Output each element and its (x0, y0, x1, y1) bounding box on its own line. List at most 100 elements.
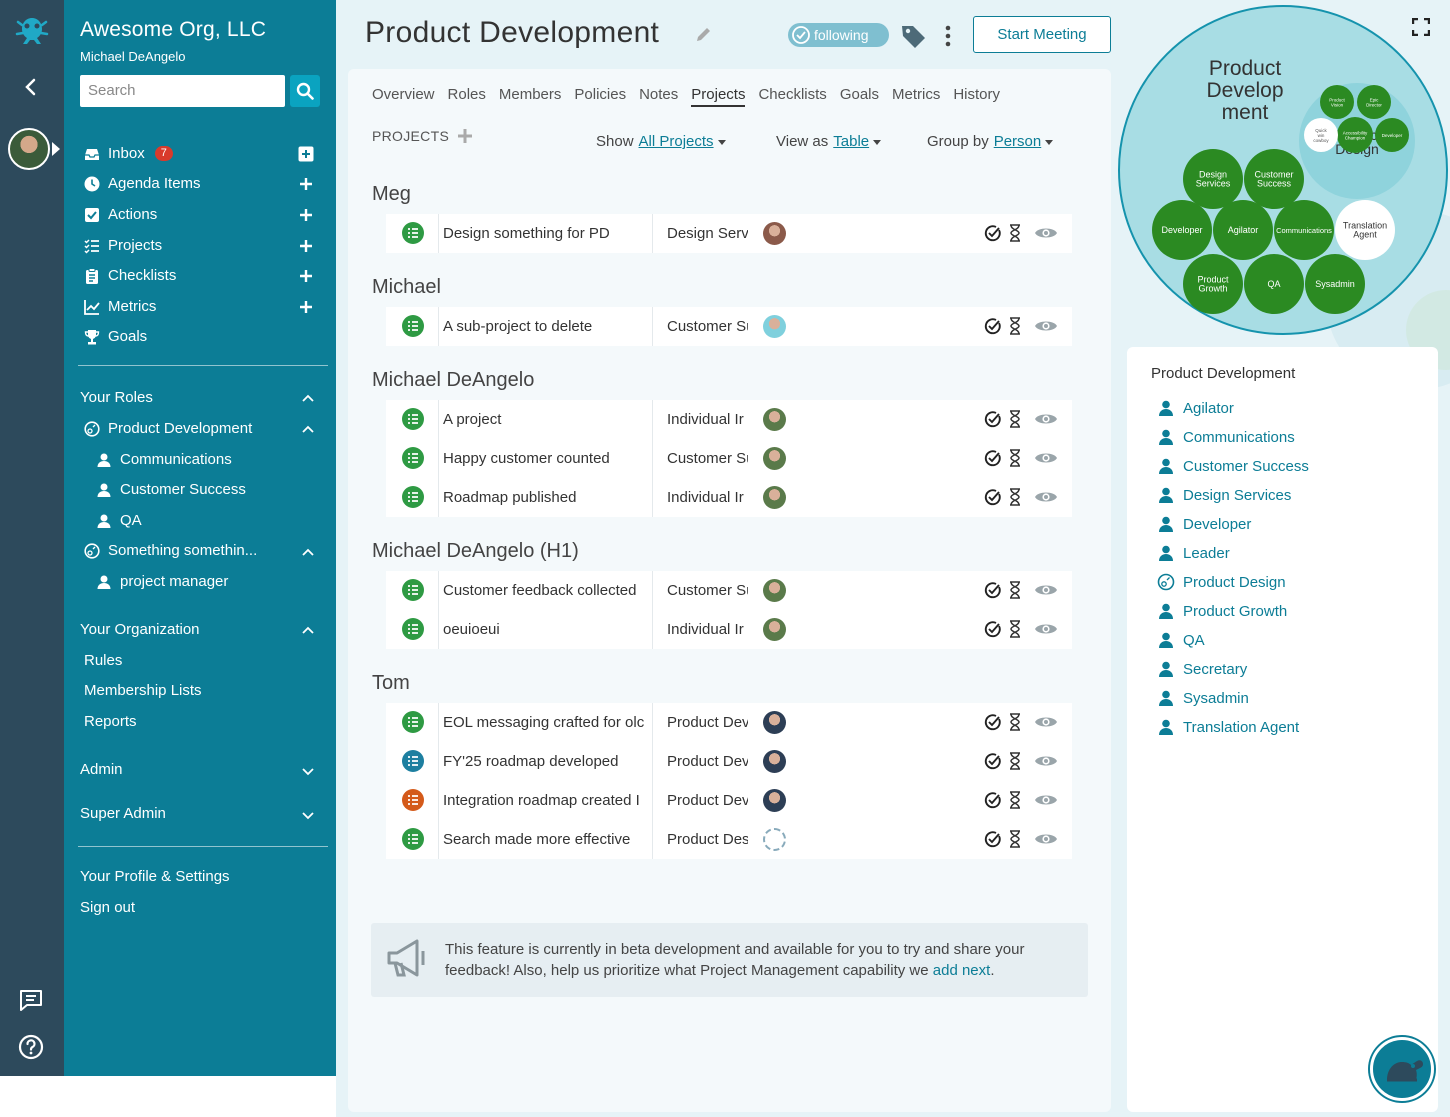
assignee-avatar[interactable] (763, 789, 786, 812)
nav-inbox[interactable]: Inbox 7 (84, 145, 173, 162)
hourglass-icon[interactable] (1007, 581, 1023, 599)
start-meeting-button[interactable]: Start Meeting (973, 16, 1111, 53)
status-list-icon[interactable] (402, 618, 424, 640)
org-name[interactable]: Awesome Org, LLC (80, 18, 267, 41)
role-project-manager[interactable]: project manager (96, 573, 228, 590)
following-toggle[interactable]: following (788, 23, 889, 47)
status-list-icon[interactable] (402, 222, 424, 244)
frog-assistant-button[interactable] (1370, 1037, 1434, 1101)
eye-icon[interactable] (1034, 752, 1058, 770)
tab-goals[interactable]: Goals (839, 86, 879, 103)
progress-check-icon[interactable] (984, 752, 1002, 770)
status-list-icon[interactable] (402, 711, 424, 733)
search-button[interactable] (290, 75, 320, 107)
project-role[interactable]: Individual Ir (652, 400, 748, 439)
status-list-icon[interactable] (402, 315, 424, 337)
add-metric-icon[interactable] (298, 299, 314, 315)
project-role[interactable]: Individual Ir (652, 610, 748, 649)
role-bubble[interactable] (1213, 200, 1273, 260)
hourglass-icon[interactable] (1007, 410, 1023, 428)
role-link[interactable]: Leader (1157, 544, 1230, 562)
project-name[interactable]: Integration roadmap created I (438, 781, 652, 820)
sign-out-link[interactable]: Sign out (80, 899, 136, 916)
role-bubble[interactable] (1152, 200, 1212, 260)
project-name[interactable]: Design something for PD (438, 214, 652, 253)
hourglass-icon[interactable] (1007, 830, 1023, 848)
profile-settings-link[interactable]: Your Profile & Settings (80, 868, 230, 885)
assignee-avatar[interactable] (763, 315, 786, 338)
assignee-avatar[interactable] (763, 408, 786, 431)
project-role[interactable]: Product Dev (652, 781, 748, 820)
role-link[interactable]: Translation Agent (1157, 718, 1299, 736)
project-name[interactable]: A project (438, 400, 652, 439)
role-bubble[interactable] (1244, 254, 1304, 314)
chat-icon[interactable] (18, 988, 44, 1012)
project-name[interactable]: Customer feedback collected (438, 571, 652, 610)
hourglass-icon[interactable] (1007, 317, 1023, 335)
progress-check-icon[interactable] (984, 581, 1002, 599)
inner-role-bubble[interactable] (1304, 118, 1338, 152)
role-communications[interactable]: Communications (96, 451, 232, 468)
role-link[interactable]: Agilator (1157, 399, 1234, 417)
role-qa[interactable]: QA (96, 512, 142, 529)
project-name[interactable]: FY'25 roadmap developed (438, 742, 652, 781)
project-row[interactable]: Roadmap published Individual Ir (386, 478, 1072, 517)
role-link[interactable]: Product Growth (1157, 602, 1287, 620)
hourglass-icon[interactable] (1007, 224, 1023, 242)
tab-policies[interactable]: Policies (574, 86, 627, 103)
tab-overview[interactable]: Overview (372, 86, 435, 103)
project-row[interactable]: Integration roadmap created I Product Dev (386, 781, 1072, 820)
project-row[interactable]: Customer feedback collected Customer Su (386, 571, 1072, 610)
project-name[interactable]: Happy customer counted (438, 439, 652, 478)
role-bubble[interactable] (1274, 200, 1334, 260)
caret-down-icon[interactable] (873, 139, 882, 145)
role-link[interactable]: Secretary (1157, 660, 1247, 678)
project-name[interactable]: Search made more effective (438, 820, 652, 859)
tab-projects[interactable]: Projects (691, 86, 746, 107)
add-action-icon[interactable] (298, 207, 314, 223)
nav-checklists[interactable]: Checklists (84, 267, 176, 284)
progress-check-icon[interactable] (984, 317, 1002, 335)
progress-check-icon[interactable] (984, 791, 1002, 809)
view-dropdown[interactable]: Table (833, 133, 870, 150)
inner-role-bubble[interactable] (1337, 117, 1373, 153)
tab-history[interactable]: History (953, 86, 1001, 103)
project-row[interactable]: EOL messaging crafted for olc Product Dev (386, 703, 1072, 742)
add-checklist-icon[interactable] (298, 268, 314, 284)
project-name[interactable]: EOL messaging crafted for olc (438, 703, 652, 742)
add-project-icon[interactable] (298, 238, 314, 254)
status-list-icon[interactable] (402, 447, 424, 469)
assignee-avatar[interactable] (763, 750, 786, 773)
group-dropdown[interactable]: Person (993, 133, 1042, 150)
status-list-icon[interactable] (402, 486, 424, 508)
progress-check-icon[interactable] (984, 713, 1002, 731)
chevron-up-icon[interactable] (302, 393, 314, 405)
eye-icon[interactable] (1034, 224, 1058, 242)
tab-metrics[interactable]: Metrics (892, 86, 941, 103)
project-role[interactable]: Customer Su (652, 307, 748, 346)
more-options-icon[interactable] (940, 24, 956, 48)
eye-icon[interactable] (1034, 317, 1058, 335)
status-list-icon[interactable] (402, 828, 424, 850)
role-link[interactable]: Product Design (1157, 573, 1286, 591)
assignee-avatar[interactable] (763, 711, 786, 734)
caret-down-icon[interactable] (717, 139, 726, 145)
eye-icon[interactable] (1034, 488, 1058, 506)
nav-agenda-items[interactable]: Agenda Items (84, 175, 201, 192)
help-icon[interactable] (18, 1034, 44, 1060)
assignee-avatar[interactable] (763, 447, 786, 470)
project-row[interactable]: FY'25 roadmap developed Product Dev (386, 742, 1072, 781)
eye-icon[interactable] (1034, 620, 1058, 638)
add-inbox-icon[interactable] (298, 146, 314, 162)
chevron-down-icon[interactable] (302, 765, 314, 777)
collapse-chevron-icon[interactable] (20, 76, 42, 98)
assignee-avatar[interactable] (763, 222, 786, 245)
role-something[interactable]: Something somethin... (84, 542, 257, 559)
add-next-link[interactable]: add next (932, 962, 991, 979)
link-rules[interactable]: Rules (84, 652, 123, 669)
tab-roles[interactable]: Roles (447, 86, 486, 103)
role-link[interactable]: Developer (1157, 515, 1251, 533)
eye-icon[interactable] (1034, 830, 1058, 848)
admin-heading[interactable]: Admin (80, 761, 123, 778)
role-customer-success[interactable]: Customer Success (96, 481, 246, 498)
